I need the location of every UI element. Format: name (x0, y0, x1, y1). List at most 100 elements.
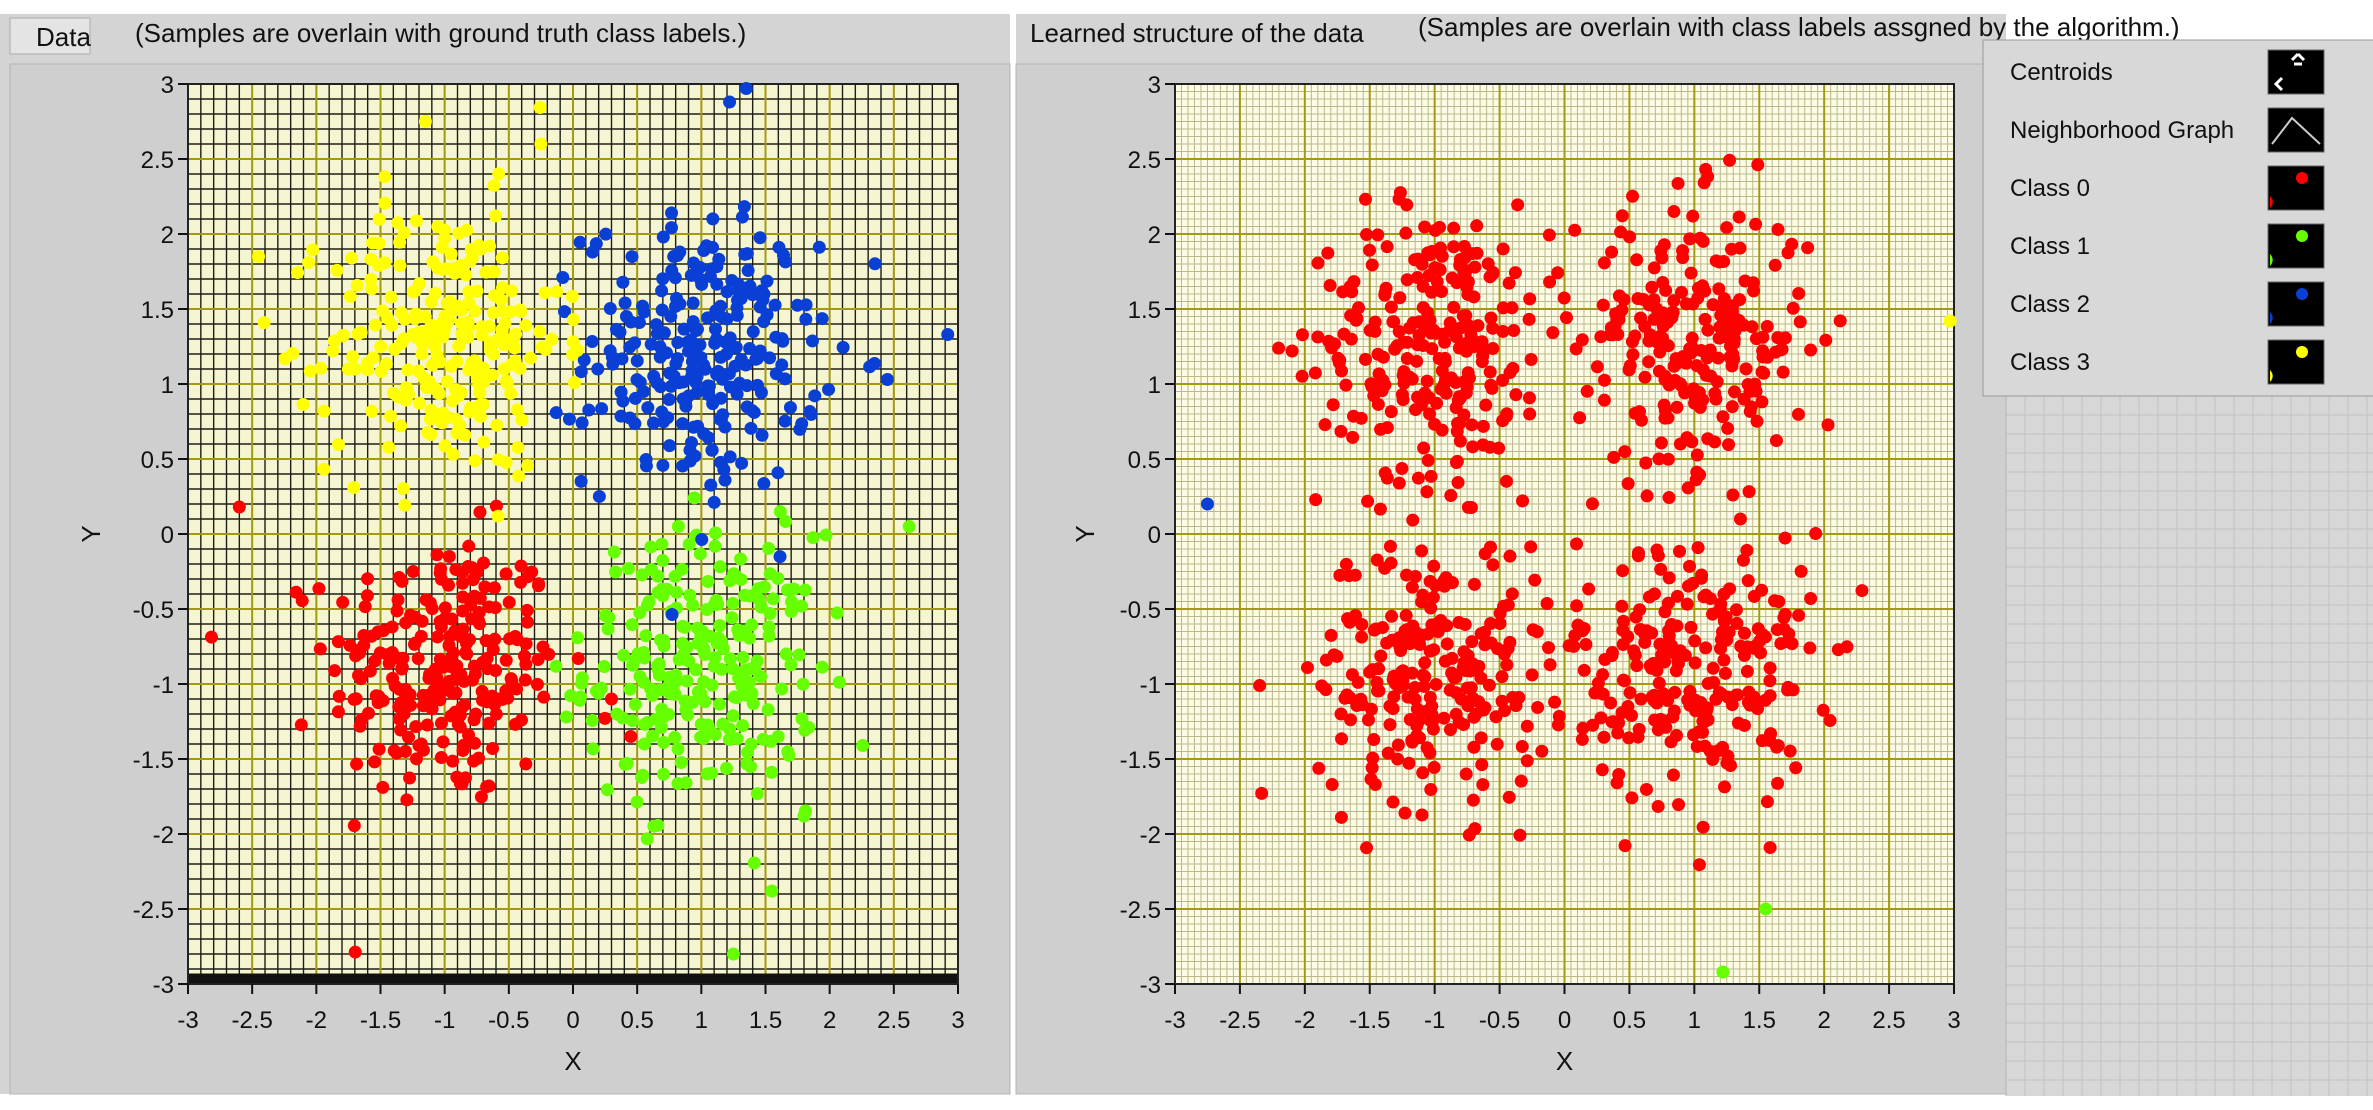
data-point (1522, 312, 1536, 326)
data-point (1634, 692, 1648, 706)
data-point (1502, 790, 1516, 804)
data-point (730, 387, 744, 401)
data-point (1272, 341, 1286, 355)
data-point (1666, 768, 1680, 782)
data-point (1696, 725, 1710, 739)
data-point (1642, 298, 1656, 312)
data-point (372, 742, 386, 756)
data-point (677, 322, 691, 336)
data-point (763, 351, 777, 365)
right-tab[interactable]: Learned structure of the data (1030, 18, 1364, 48)
data-point (1625, 791, 1639, 805)
data-point (707, 495, 721, 509)
data-point (462, 363, 476, 377)
data-point (415, 347, 429, 361)
data-point (655, 284, 669, 298)
data-point (489, 209, 503, 223)
data-point (1424, 601, 1438, 615)
data-point (651, 569, 665, 583)
data-point (499, 684, 513, 698)
data-point (1675, 285, 1689, 299)
data-point (294, 718, 308, 732)
data-point (1594, 711, 1608, 725)
data-point (618, 296, 632, 310)
data-point (1413, 731, 1427, 745)
data-point (710, 636, 724, 650)
data-point (1438, 351, 1452, 365)
data-point (656, 272, 670, 286)
data-point (699, 239, 713, 253)
data-point (678, 694, 692, 708)
y-tick-label: 2 (1148, 222, 1161, 249)
data-point (456, 576, 470, 590)
data-point (713, 412, 727, 426)
blue-point-icon[interactable] (2267, 281, 2325, 327)
data-point (664, 309, 678, 323)
data-point (1520, 719, 1534, 733)
data-point (1631, 549, 1645, 563)
background-grid-area (2005, 395, 2373, 1096)
data-point (433, 652, 447, 666)
data-point (434, 716, 448, 730)
data-point (1751, 158, 1765, 172)
data-point (1443, 324, 1457, 338)
data-point (1557, 291, 1571, 305)
data-point (1486, 321, 1500, 335)
data-point (1577, 621, 1591, 635)
data-point (393, 259, 407, 273)
data-point (1339, 557, 1353, 571)
data-point (358, 600, 372, 614)
data-point (461, 315, 475, 329)
data-point (644, 540, 658, 554)
data-point (1478, 547, 1492, 561)
data-point (1349, 609, 1363, 623)
data-point (1385, 609, 1399, 623)
data-point (1783, 744, 1797, 758)
data-point (1618, 839, 1632, 853)
data-point (1645, 690, 1659, 704)
data-point (1497, 599, 1511, 613)
data-point (686, 296, 700, 310)
data-point (346, 350, 360, 364)
yellow-point-icon[interactable] (2267, 339, 2325, 385)
data-point (1615, 209, 1629, 223)
data-point (1704, 369, 1718, 383)
data-point (1716, 965, 1730, 979)
data-point (1391, 752, 1405, 766)
red-point-icon[interactable] (2267, 165, 2325, 211)
data-point (1384, 300, 1398, 314)
data-point (719, 761, 733, 775)
data-point (656, 767, 670, 781)
data-point (386, 386, 400, 400)
data-point (695, 277, 709, 291)
data-point (519, 757, 533, 771)
data-point (306, 243, 320, 257)
data-point (431, 220, 445, 234)
data-point (361, 706, 375, 720)
green-point-icon[interactable] (2267, 223, 2325, 269)
data-point (1611, 726, 1625, 740)
data-point (1505, 587, 1519, 601)
data-point (1410, 719, 1424, 733)
data-point (446, 262, 460, 276)
data-point (498, 316, 512, 330)
data-point (1392, 476, 1406, 490)
data-point (437, 324, 451, 338)
y-tick-label: 1 (161, 372, 174, 399)
data-point (698, 695, 712, 709)
data-point (1410, 628, 1424, 642)
line-icon[interactable] (2267, 107, 2325, 153)
left-tab[interactable]: Data (36, 22, 91, 52)
data-point (520, 615, 534, 629)
data-point (1309, 493, 1323, 507)
data-point (1760, 795, 1774, 809)
data-point (1336, 285, 1350, 299)
data-point (771, 729, 785, 743)
data-point (477, 375, 491, 389)
data-point (1667, 359, 1681, 373)
data-point (761, 703, 775, 717)
data-point (491, 509, 505, 523)
data-point (446, 754, 460, 768)
data-point (1625, 335, 1639, 349)
data-point (524, 351, 538, 365)
